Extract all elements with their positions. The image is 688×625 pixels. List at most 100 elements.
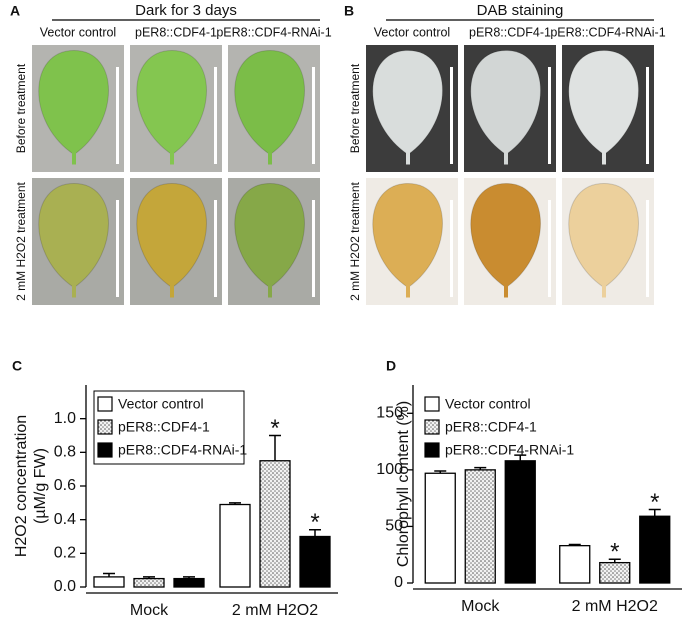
bar xyxy=(559,545,591,584)
panel-label: B xyxy=(344,3,354,19)
bar xyxy=(133,577,165,588)
row-label-group: Before treatment xyxy=(348,63,362,153)
leaf xyxy=(38,182,109,289)
bar xyxy=(424,472,456,584)
bar xyxy=(504,460,536,584)
y-tick-label: 0.8 xyxy=(54,444,76,461)
bar xyxy=(599,561,631,584)
error-bar xyxy=(514,454,527,461)
legend-label: Vector control xyxy=(118,396,204,412)
row-label-group: 2 mM H2O2 treatment xyxy=(14,181,28,300)
significance-mark: * xyxy=(610,539,619,566)
legend-swatch xyxy=(424,419,440,435)
scale-bar xyxy=(116,200,119,297)
legend-label: Vector control xyxy=(445,396,531,412)
scale-bar xyxy=(646,67,649,164)
y-tick-label: 0 xyxy=(394,574,403,591)
panel-title: DAB staining xyxy=(477,2,564,19)
panel-label: A xyxy=(10,3,20,19)
bar xyxy=(639,515,671,584)
error-bar xyxy=(229,502,241,505)
error-bar xyxy=(103,572,115,577)
panel-title: Dark for 3 days xyxy=(135,2,237,19)
x-tick-label: Mock xyxy=(461,598,500,615)
bar xyxy=(259,460,291,588)
error-bar xyxy=(434,470,447,474)
y-tick-label: 50 xyxy=(385,518,403,535)
legend-swatch xyxy=(424,442,440,458)
error-bar xyxy=(183,576,195,579)
legend-label: pER8::CDF4-RNAi-1 xyxy=(118,442,247,458)
y-label-group: (µM/g FW) xyxy=(32,448,49,524)
x-tick-label: Mock xyxy=(130,602,169,619)
legend-swatch xyxy=(97,442,113,458)
row-label: Before treatment xyxy=(14,63,28,153)
error-bar xyxy=(474,466,487,470)
y-label-group: H2O2 concentration xyxy=(13,415,30,557)
column-label: Vector control xyxy=(374,25,450,39)
leaf xyxy=(372,182,443,289)
column-label: Vector control xyxy=(40,25,116,39)
leaf xyxy=(372,49,443,156)
scale-bar xyxy=(116,67,119,164)
leaf xyxy=(136,182,207,289)
row-label-group: 2 mM H2O2 treatment xyxy=(348,181,362,300)
column-label: pER8::CDF4-1 xyxy=(469,25,551,39)
legend-swatch xyxy=(97,419,113,435)
y-label-group: Chlorophyll content (%) xyxy=(395,401,412,567)
scale-bar xyxy=(214,200,217,297)
y-tick-label: 1.0 xyxy=(54,410,76,427)
y-tick-label: 0.4 xyxy=(54,511,76,528)
scale-bar xyxy=(548,200,551,297)
leaf xyxy=(38,49,109,156)
scale-bar xyxy=(548,67,551,164)
scale-bar xyxy=(450,67,453,164)
legend-swatch xyxy=(424,396,440,412)
row-label: 2 mM H2O2 treatment xyxy=(348,181,362,300)
leaf xyxy=(470,182,541,289)
error-bar xyxy=(608,558,621,563)
row-label-group: Before treatment xyxy=(14,63,28,153)
column-label: pER8::CDF4-RNAi-1 xyxy=(550,25,665,39)
legend-swatch xyxy=(97,396,113,412)
row-label: Before treatment xyxy=(348,63,362,153)
leaf xyxy=(234,49,305,156)
column-label: pER8::CDF4-RNAi-1 xyxy=(216,25,331,39)
panel-label: C xyxy=(12,358,22,374)
significance-mark: * xyxy=(310,509,319,536)
bar xyxy=(464,469,496,584)
scale-bar xyxy=(312,200,315,297)
bar xyxy=(219,503,251,588)
legend-label: pER8::CDF4-1 xyxy=(445,419,537,435)
leaf xyxy=(136,49,207,156)
scale-bar xyxy=(450,200,453,297)
y-tick-label: 100 xyxy=(376,461,403,478)
error-bar xyxy=(648,508,661,517)
y-axis-label: (µM/g FW) xyxy=(32,448,49,524)
y-tick-label: 150 xyxy=(376,405,403,422)
legend-label: pER8::CDF4-RNAi-1 xyxy=(445,442,574,458)
legend-frame xyxy=(93,390,245,465)
bar xyxy=(93,576,125,588)
error-bar xyxy=(309,529,321,537)
significance-mark: * xyxy=(270,415,279,442)
bar xyxy=(299,535,331,588)
legend-label: pER8::CDF4-1 xyxy=(118,419,210,435)
leaf xyxy=(568,49,639,156)
x-tick-label: 2 mM H2O2 xyxy=(572,598,658,615)
y-tick-label: 0.2 xyxy=(54,545,76,562)
error-bar xyxy=(568,543,581,546)
bar xyxy=(173,577,205,588)
y-axis-label: Chlorophyll content (%) xyxy=(395,401,412,567)
row-label: 2 mM H2O2 treatment xyxy=(14,181,28,300)
error-bar xyxy=(143,576,155,579)
scale-bar xyxy=(312,67,315,164)
scale-bar xyxy=(646,200,649,297)
significance-mark: * xyxy=(650,489,659,516)
y-tick-label: 0.0 xyxy=(54,578,76,595)
y-tick-label: 0.6 xyxy=(54,477,76,494)
leaf xyxy=(234,182,305,289)
error-bar xyxy=(269,434,281,461)
